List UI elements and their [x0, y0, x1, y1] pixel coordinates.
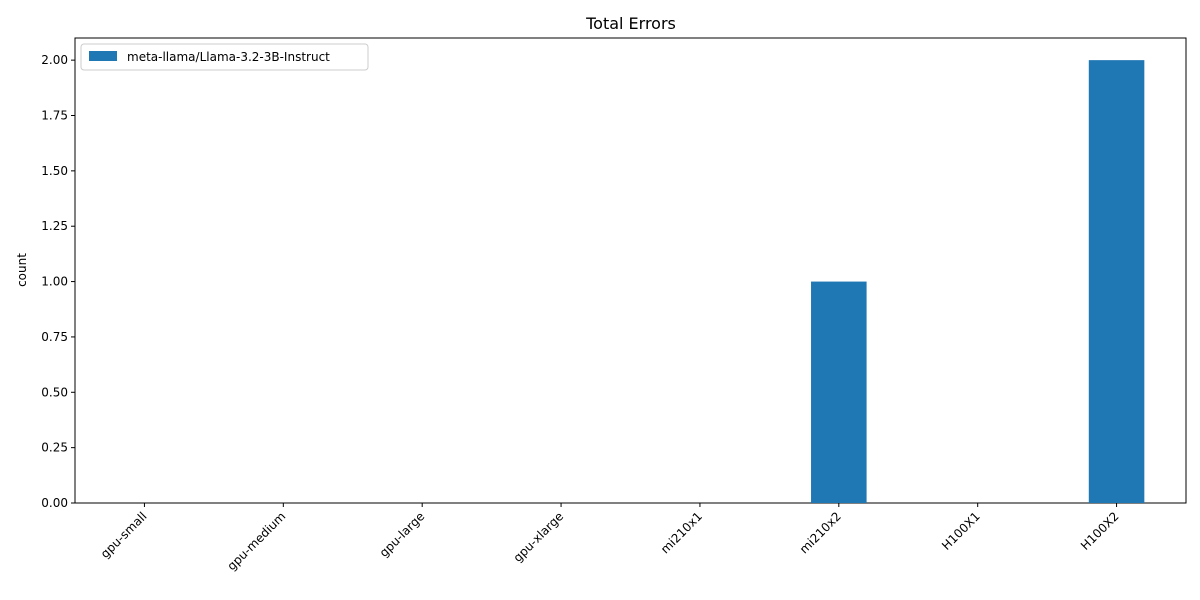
bar-H100X2 — [1088, 60, 1145, 503]
x-tick-label: H100X2 — [1078, 509, 1122, 553]
plot-frame — [74, 37, 1187, 504]
y-tick-label: 1.00 — [41, 275, 68, 289]
y-tick-label: 0.75 — [41, 330, 68, 344]
y-tick-label: 1.25 — [41, 219, 68, 233]
x-tick-label: gpu-xlarge — [511, 509, 567, 565]
x-tick-label: gpu-medium — [224, 509, 288, 573]
x-axis: gpu-small gpu-medium gpu-large gpu-xlarge mi… — [98, 503, 1122, 573]
y-tick-label: 1.75 — [41, 109, 68, 123]
x-tick-label: gpu-large — [377, 509, 428, 560]
x-tick-label: H100X1 — [939, 509, 983, 553]
x-tick-label: gpu-small — [98, 509, 150, 561]
bars-group — [811, 60, 1145, 503]
y-tick-label: 0.25 — [41, 441, 68, 455]
y-tick-label: 0.00 — [41, 496, 68, 510]
chart-title: Total Errors — [585, 14, 676, 33]
y-tick-label: 1.50 — [41, 164, 68, 178]
legend: meta-llama/Llama-3.2-3B-Instruct — [80, 43, 369, 71]
legend-box — [80, 43, 369, 71]
y-axis: 0.00 0.25 0.50 0.75 1.00 1.25 1.50 1.75 2.00 — [41, 53, 75, 510]
y-tick-label: 0.50 — [41, 385, 68, 399]
y-axis-label: count — [15, 253, 29, 287]
bar-mi210x2 — [811, 281, 867, 503]
plot-area — [74, 37, 1187, 504]
y-tick-label: 2.00 — [41, 53, 68, 67]
x-tick-label: mi210x1 — [658, 509, 705, 556]
legend-swatch — [89, 51, 117, 61]
legend-label: meta-llama/Llama-3.2-3B-Instruct — [127, 50, 330, 64]
x-tick-label: mi210x2 — [797, 509, 844, 556]
